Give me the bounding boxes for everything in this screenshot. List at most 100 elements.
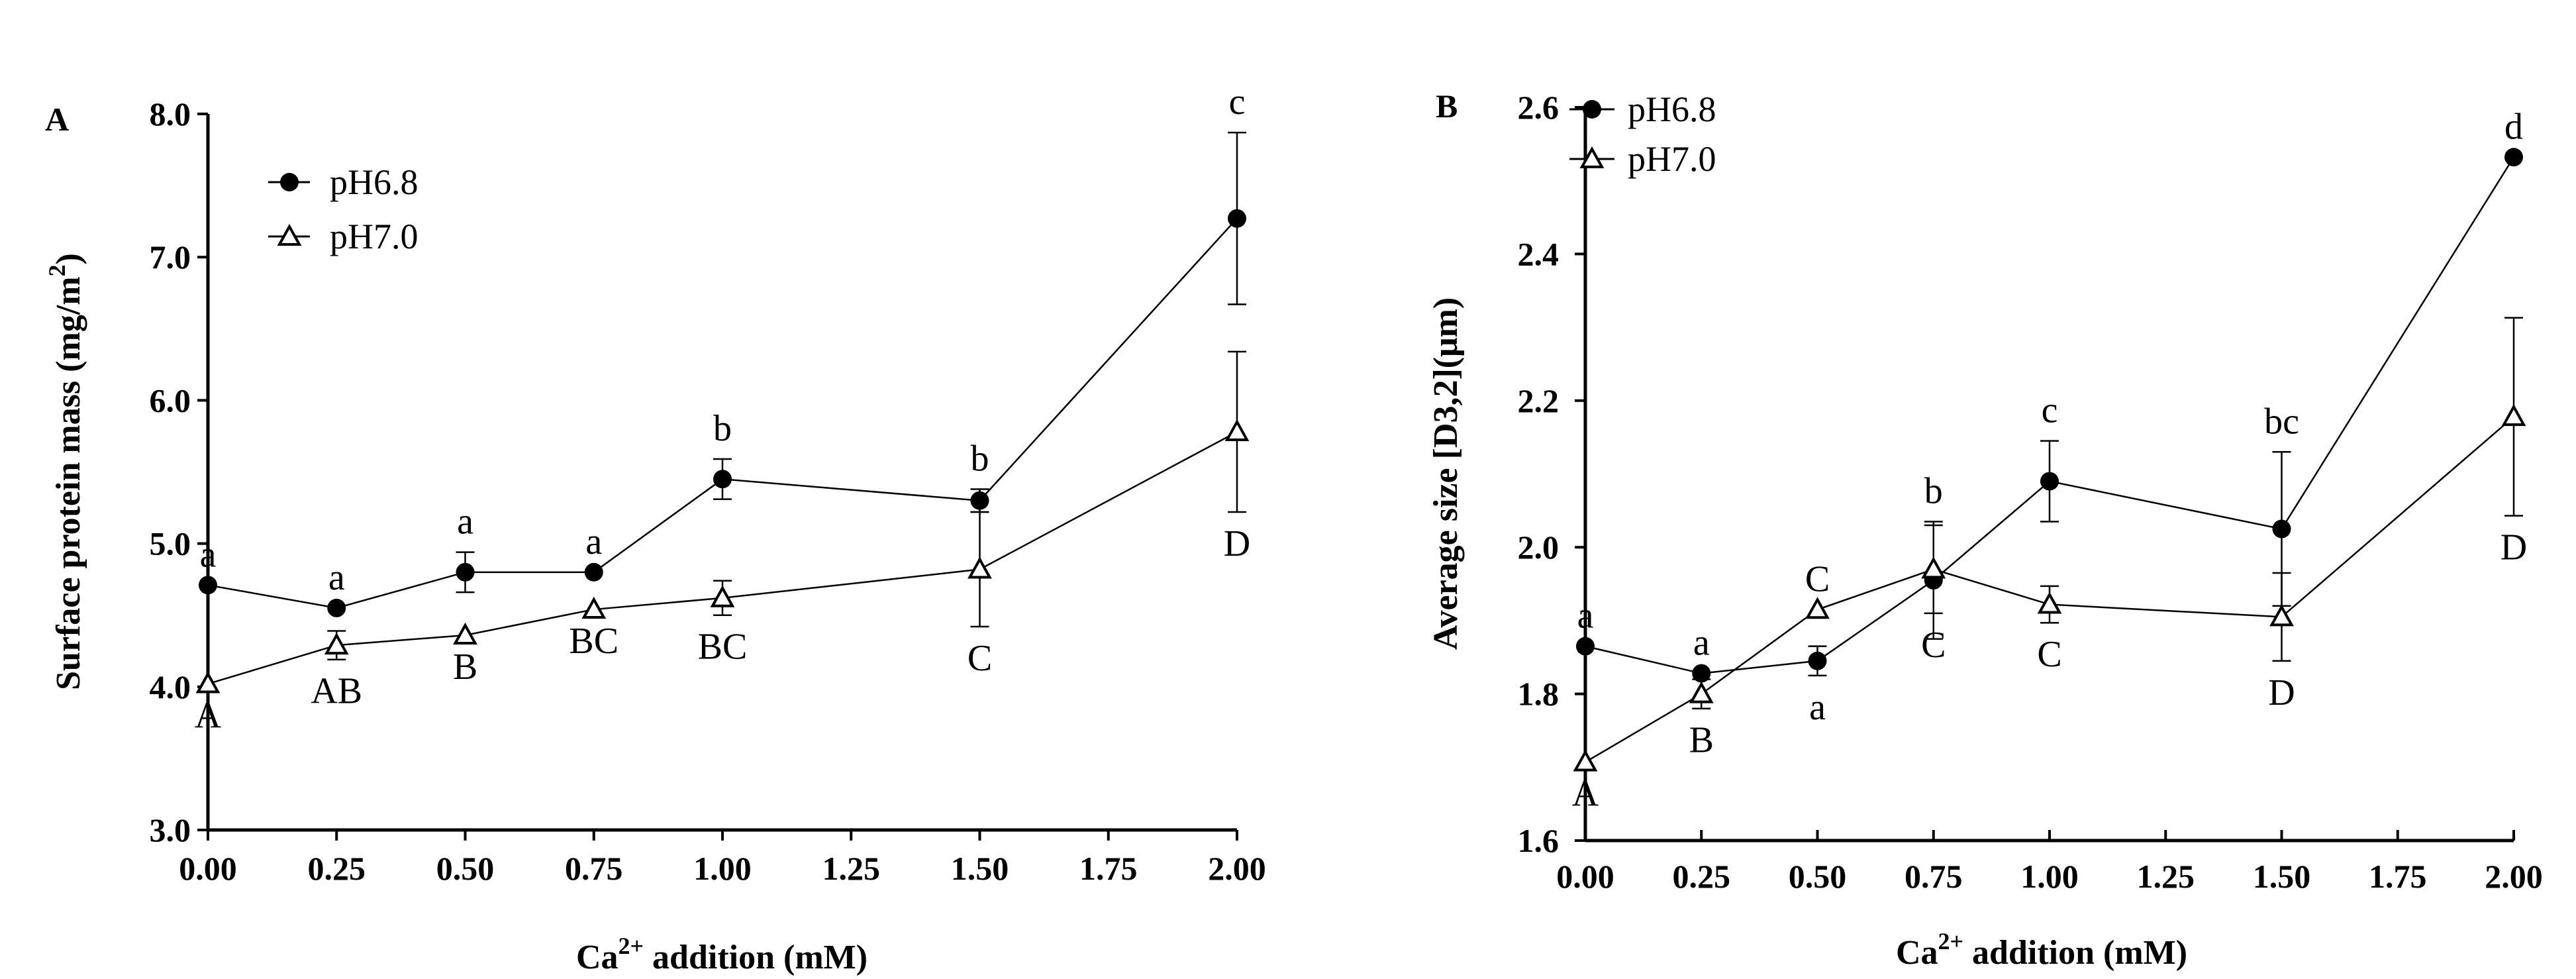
data-point	[2501, 404, 2526, 427]
y-tick-label: 8.0	[150, 95, 191, 132]
y-tick-label: 2.4	[1518, 235, 1560, 272]
data-point	[2037, 592, 2062, 614]
x-tick-label: 0.25	[308, 850, 366, 887]
data-point	[324, 632, 349, 655]
significance-label: d	[2504, 106, 2523, 147]
significance-label: A	[195, 695, 222, 736]
y-tick-label: 6.0	[150, 382, 191, 419]
data-point	[1692, 664, 1711, 683]
legend-label: pH6.8	[1628, 89, 1716, 129]
y-tick-label: 2.6	[1518, 89, 1560, 126]
x-tick-label: 1.75	[1079, 850, 1138, 887]
data-point	[1808, 651, 1827, 670]
x-tick-label: 1.75	[2369, 858, 2427, 895]
x-axis-title-rest: addition (mM)	[644, 939, 867, 976]
y-axis-title-main: Average size [D3,2](μm)	[1427, 297, 1465, 650]
y-tick-label: 4.0	[150, 668, 191, 705]
significance-label: a	[1809, 687, 1826, 728]
panel-label-a: A	[45, 101, 69, 138]
significance-label: C	[967, 638, 992, 679]
significance-label: b	[1924, 470, 1943, 511]
panel-label-b: B	[1436, 87, 1458, 125]
significance-label: c	[2042, 390, 2058, 431]
y-tick-label: 3.0	[150, 811, 191, 849]
significance-label: c	[1229, 81, 1246, 123]
significance-label: B	[453, 646, 477, 688]
y-axis-title-main: Surface protein mass (mg/m	[50, 276, 87, 690]
data-point	[2504, 148, 2523, 167]
x-tick-label: 0.50	[1789, 858, 1847, 895]
x-tick-label: 1.50	[951, 850, 1009, 887]
x-tick-label: 0.00	[179, 850, 237, 887]
x-tick-label: 0.75	[1905, 858, 1963, 895]
x-tick-label: 2.00	[2485, 858, 2543, 895]
data-point	[1228, 209, 1246, 228]
x-tick-label: 1.00	[693, 850, 752, 887]
y-axis-title-end: )	[50, 253, 87, 264]
legend-marker-triangle	[277, 223, 302, 246]
y-tick-label: 2.0	[1518, 529, 1560, 566]
data-point	[1921, 556, 1946, 579]
data-point	[1224, 419, 1250, 441]
significance-label: C	[1921, 625, 1946, 666]
significance-label: B	[1689, 720, 1714, 761]
x-tick-label: 1.25	[2137, 858, 2195, 895]
y-tick-label: 7.0	[150, 238, 191, 276]
legend-b: pH6.8 pH7.0	[1569, 89, 1716, 179]
data-point	[1689, 681, 1714, 703]
y-tick-label: 1.6	[1518, 822, 1560, 859]
y-axis-title: Surface protein mass (mg/m2)	[44, 253, 87, 690]
legend-label: pH7.0	[330, 217, 419, 256]
y-axis-title: Average size [D3,2](μm)	[1427, 297, 1465, 650]
significance-label: b	[713, 408, 732, 449]
y-tick-label: 2.2	[1518, 382, 1560, 419]
significance-label: a	[328, 557, 345, 598]
y-tick-label: 5.0	[150, 525, 191, 562]
y-axis-title-sup: 2	[44, 264, 70, 276]
data-point	[456, 562, 475, 582]
data-point	[713, 470, 732, 489]
significance-label: D	[1224, 523, 1250, 564]
significance-label: C	[1805, 558, 1830, 599]
significance-label: BC	[569, 621, 619, 662]
legend-label: pH6.8	[330, 162, 419, 202]
data-point	[2040, 472, 2059, 491]
significance-label: C	[2037, 634, 2061, 675]
x-axis-title: Ca2+ addition (mM)	[576, 933, 867, 976]
data-point	[1805, 597, 1830, 619]
data-point	[584, 562, 603, 582]
legend-marker-circle	[280, 173, 299, 191]
data-point	[970, 491, 989, 510]
x-tick-label: 0.00	[1556, 858, 1614, 895]
data-point	[453, 622, 477, 644]
significance-label: AB	[311, 671, 362, 712]
series-ph68-a: a a a a b b c	[199, 81, 1246, 617]
chart-panel-b: B 0.00 0.25 0.50 0.75 1.00 1.25 1.50 1.75 2.00 1.…	[1427, 87, 2543, 972]
x-axis-title-rest: addition (mM)	[1963, 934, 2187, 972]
significance-label: BC	[698, 627, 748, 668]
significance-label: bc	[2264, 401, 2299, 442]
significance-label: A	[1572, 774, 1599, 815]
data-point	[199, 576, 217, 595]
data-point	[2269, 604, 2294, 627]
significance-label: b	[971, 438, 989, 479]
data-point	[327, 598, 346, 617]
chart-panel-a: A 0.00 0.25 0.50 0.75 1.00 1.25 1.50 1.75 2.00 3.…	[44, 81, 1266, 976]
significance-label: D	[2268, 672, 2295, 713]
series-ph70-a: A AB B BC BC C D	[195, 350, 1250, 736]
data-point	[581, 596, 607, 619]
x-axis-title-sup: 2+	[619, 933, 644, 959]
x-axis-title-sup: 2+	[1938, 928, 1964, 954]
legend-marker-triangle	[1579, 146, 1605, 168]
x-axis-title: Ca2+ addition (mM)	[1896, 928, 2187, 972]
x-tick-label: 1.00	[2020, 858, 2079, 895]
data-point	[2272, 519, 2291, 539]
significance-label: D	[2501, 527, 2527, 568]
data-point	[1573, 749, 1598, 772]
significance-label: a	[457, 501, 473, 542]
series-ph70-b: A B C C C D D	[1572, 317, 2527, 815]
significance-label: a	[1577, 595, 1594, 637]
significance-label: a	[585, 521, 602, 562]
